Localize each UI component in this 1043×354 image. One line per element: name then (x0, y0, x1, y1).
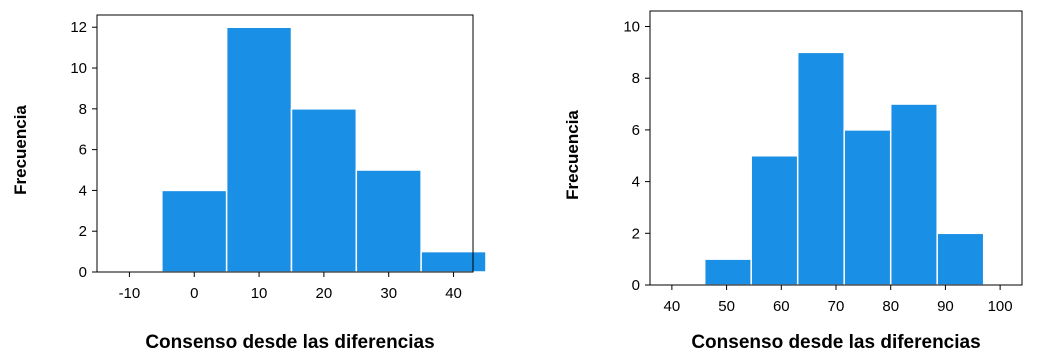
y-tick-label: 4 (79, 182, 87, 199)
x-tick-label: 70 (828, 298, 845, 315)
histogram-right: 0 2 4 6 8 10 40 50 60 70 80 90 100 Consenso desde las… (563, 10, 1023, 353)
y-tick-label: 8 (79, 101, 87, 118)
y-tick-label: 2 (79, 223, 87, 240)
x-tick-label: 50 (718, 298, 735, 315)
y-axis-title: Frecuencia (563, 110, 582, 200)
x-tick-label: 30 (380, 285, 397, 302)
x-tick-label: 10 (251, 285, 268, 302)
bar-2 (796, 51, 845, 286)
bar-4 (420, 250, 487, 273)
x-tick-label: 40 (445, 285, 462, 302)
y-tick-label: 10 (623, 19, 640, 36)
x-tick-label: 80 (882, 298, 899, 315)
bar-0 (703, 258, 752, 286)
y-tick-label: 0 (632, 277, 640, 294)
y-tick-label: 2 (632, 225, 640, 242)
x-axis-title: Consenso desde las diferencias (691, 332, 980, 353)
bar-5 (936, 232, 985, 286)
bar-2 (290, 108, 358, 273)
x-tick-label: 0 (190, 285, 198, 302)
y-tick-label: 8 (632, 70, 640, 87)
x-axis-title: Consenso desde las diferencias (145, 332, 434, 353)
x-tick-label: 20 (316, 285, 333, 302)
x-tick-label: 100 (988, 298, 1013, 315)
bar-1 (750, 155, 799, 286)
bar-3 (355, 169, 422, 273)
y-tick-label: 10 (70, 60, 87, 77)
x-tick-label: 40 (664, 298, 681, 315)
y-tick-label: 0 (79, 264, 87, 281)
y-tick-label: 4 (632, 174, 640, 191)
histogram-left: 0 2 4 6 8 10 12 -10 0 10 20 30 40 Consenso desde las … (11, 14, 487, 353)
y-axis-title: Frecuencia (11, 105, 30, 195)
x-tick-label: 90 (937, 298, 954, 315)
plot-frame (96, 14, 474, 273)
bar-1 (225, 26, 293, 273)
bar-0 (161, 189, 228, 273)
x-tick-label: 60 (773, 298, 790, 315)
y-tick-label: 12 (70, 19, 87, 36)
bar-3 (843, 129, 892, 286)
y-tick-label: 6 (79, 142, 87, 159)
x-tick-label: -10 (119, 285, 141, 302)
bar-4 (889, 103, 938, 286)
y-tick-label: 6 (632, 122, 640, 139)
